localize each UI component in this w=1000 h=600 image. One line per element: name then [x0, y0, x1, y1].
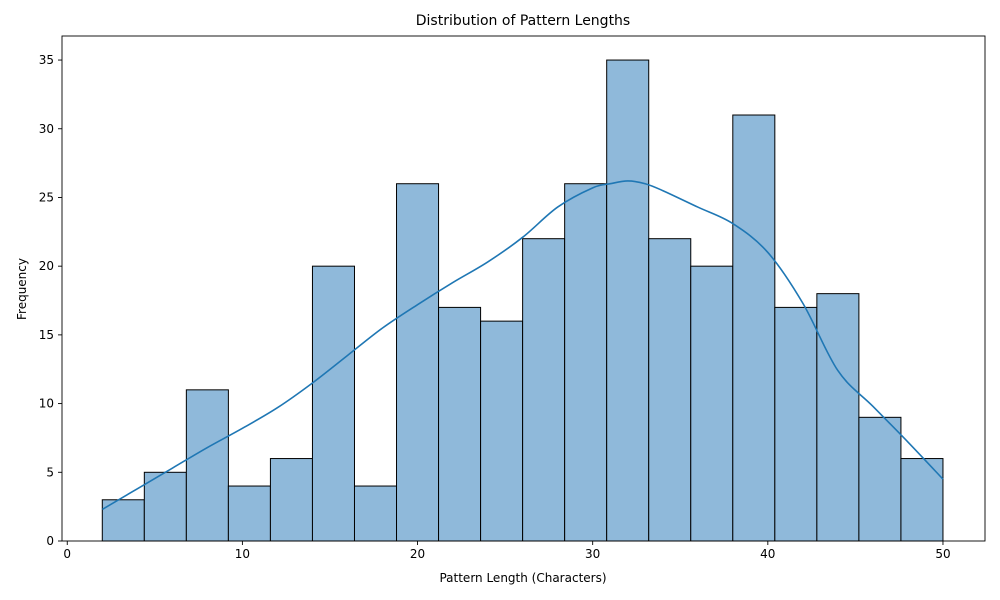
y-tick-label: 10 [39, 397, 54, 411]
histogram-bar [311, 265, 355, 542]
histogram-bar [900, 458, 944, 542]
y-tick-label: 5 [46, 465, 54, 479]
y-tick-label: 30 [39, 122, 54, 136]
x-tick-label: 50 [935, 547, 950, 561]
histogram-bar [480, 320, 524, 542]
histogram-bar [396, 183, 440, 542]
histogram-bar [101, 499, 145, 542]
histogram-bar [522, 238, 566, 542]
y-tick-label: 0 [46, 534, 54, 548]
histogram-bar [732, 114, 776, 542]
histogram-bar [816, 293, 860, 542]
x-tick-label: 20 [410, 547, 425, 561]
histogram-bar [858, 416, 902, 542]
histogram-bar [564, 183, 608, 542]
y-tick-label: 15 [39, 328, 54, 342]
plot-frame [61, 35, 986, 542]
x-tick-label: 30 [585, 547, 600, 561]
x-tick-label: 40 [760, 547, 775, 561]
kde-curve [101, 180, 944, 511]
x-tick-label: 10 [235, 547, 250, 561]
y-tick-label: 20 [39, 259, 54, 273]
x-tick-label: 0 [63, 547, 71, 561]
histogram-bar [438, 306, 482, 542]
histogram-bar [227, 485, 271, 542]
histogram-bar [648, 238, 692, 542]
x-axis-label: Pattern Length (Characters) [439, 571, 606, 585]
y-tick-label: 25 [39, 190, 54, 204]
chart-title: Distribution of Pattern Lengths [416, 13, 630, 29]
y-axis-label: Frequency [15, 258, 29, 320]
histogram-bar [143, 471, 187, 542]
histogram-bar [185, 389, 229, 542]
histogram-bar [606, 59, 650, 542]
histogram-bar [269, 458, 313, 542]
histogram-bar [690, 265, 734, 542]
y-tick-label: 35 [39, 53, 54, 67]
histogram-bar [353, 485, 398, 542]
histogram-bar [774, 306, 818, 542]
